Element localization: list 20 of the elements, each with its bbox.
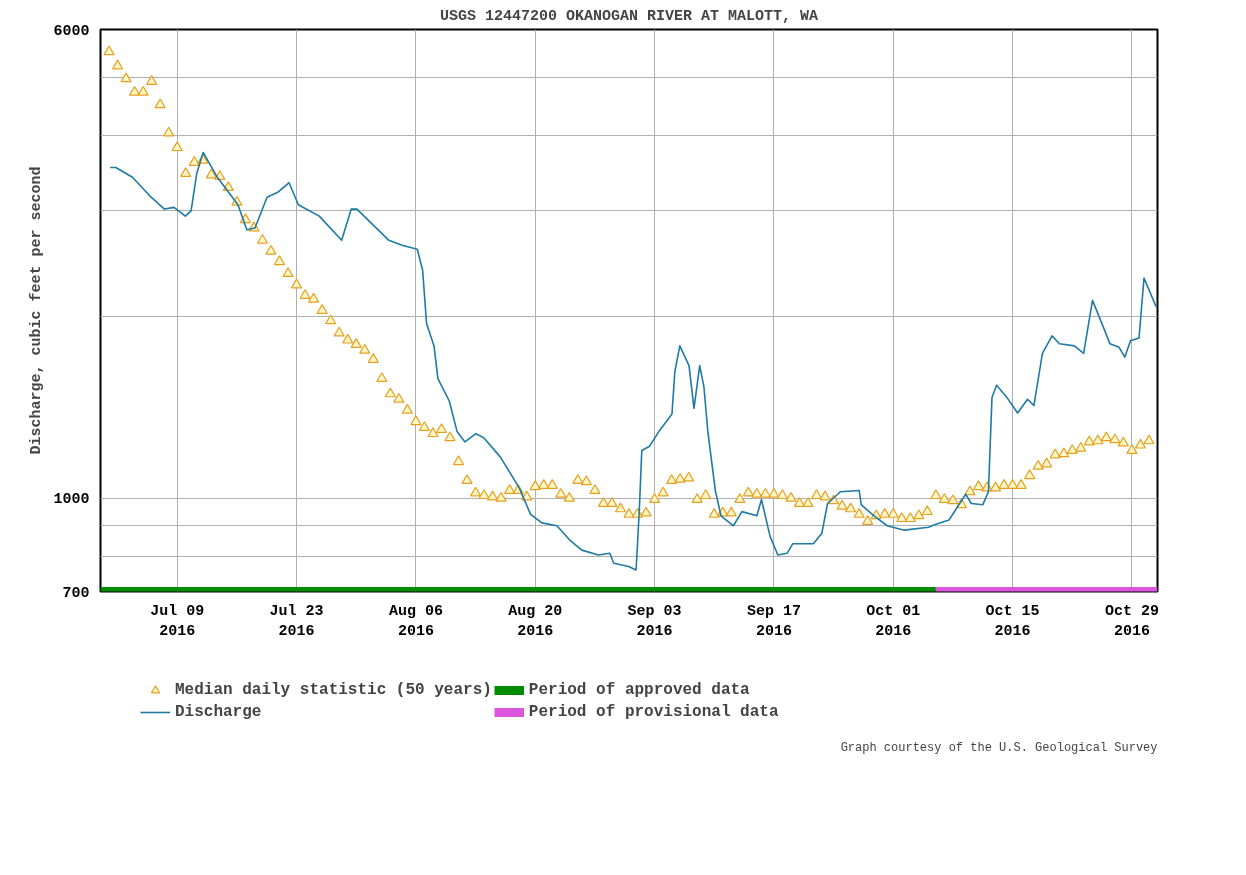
- x-tick-label: Oct 01 2016: [866, 602, 921, 640]
- x-tick-label: Aug 20 2016: [508, 602, 563, 640]
- x-tick-label: Sep 03 2016: [627, 602, 682, 640]
- y-tick-label: 6000: [53, 22, 90, 40]
- text: Graph courtesy of the U.S. Geological Survey: [840, 740, 1158, 755]
- legend-label: Period of provisional data: [528, 703, 779, 721]
- legend-label: Discharge: [175, 703, 262, 721]
- y-tick-label: 1000: [53, 491, 90, 509]
- line-series: [109, 151, 1157, 571]
- y-axis-title: Discharge, cubic feet per second: [28, 166, 46, 455]
- legend-label: Period of approved data: [528, 681, 750, 699]
- x-tick-label: Oct 29 2016: [1104, 602, 1159, 640]
- legend-label: Median daily statistic (50 years): [175, 681, 492, 699]
- chart-title: USGS 12447200 OKANOGAN RIVER AT MALOTT, WA: [439, 7, 819, 25]
- x-tick-label: Sep 17 2016: [746, 602, 801, 640]
- x-tick-label: Jul 23 2016: [269, 602, 324, 640]
- y-tick-label: 700: [62, 584, 90, 602]
- x-tick-label: Oct 15 2016: [985, 602, 1040, 640]
- x-tick-label: Jul 09 2016: [150, 602, 205, 640]
- x-tick-label: Aug 06 2016: [388, 602, 443, 640]
